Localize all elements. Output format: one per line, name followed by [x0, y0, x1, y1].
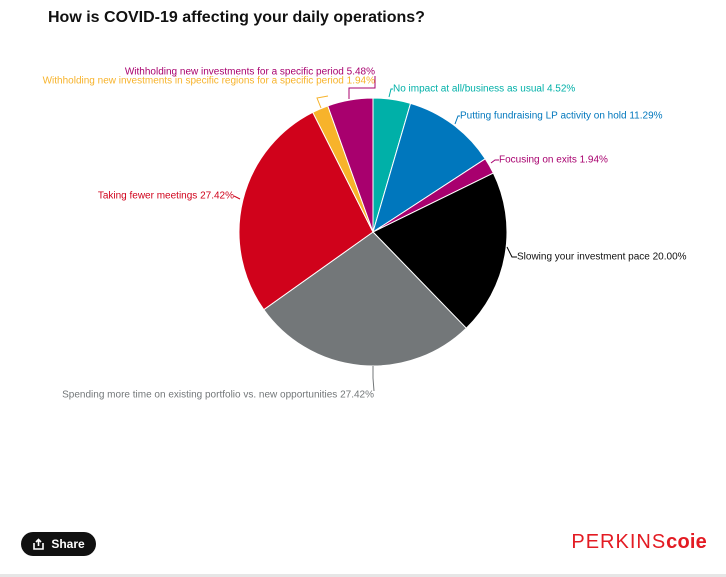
share-icon	[32, 538, 45, 550]
label-leader-line	[233, 195, 241, 200]
label-leader-line	[490, 159, 499, 164]
label-leader-line	[506, 246, 517, 258]
slice-label: Spending more time on existing portfolio…	[62, 390, 374, 401]
pie-slice	[372, 102, 486, 234]
bottom-divider	[0, 574, 726, 577]
slice-label: Withholding new investments in specific …	[43, 76, 375, 87]
chart-title: How is COVID-19 affecting your daily ope…	[48, 9, 425, 26]
perkins-coie-logo: PERKINScoie	[571, 531, 707, 553]
label-leader-line	[454, 115, 460, 125]
share-label: Share	[51, 537, 85, 551]
pie-slice	[263, 231, 467, 367]
label-leader-line	[316, 95, 329, 109]
slice-label: Slowing your investment pace 20.00%	[517, 252, 687, 263]
pie-slice	[372, 172, 508, 329]
slice-label: Taking fewer meetings 27.42%	[98, 191, 234, 202]
slice-label: Focusing on exits 1.94%	[499, 155, 608, 166]
label-leader-line	[348, 76, 376, 99]
slice-label: No impact at all/business as usual 4.52%	[393, 84, 575, 95]
slice-label: Withholding new investments for a specif…	[125, 67, 375, 78]
share-button[interactable]: Share	[21, 532, 96, 556]
pie-slice	[238, 111, 374, 311]
slice-label: Putting fundraising LP activity on hold …	[460, 111, 663, 122]
label-leader-line	[372, 366, 375, 392]
pie-slice	[327, 97, 374, 233]
label-leader-line	[388, 88, 393, 98]
